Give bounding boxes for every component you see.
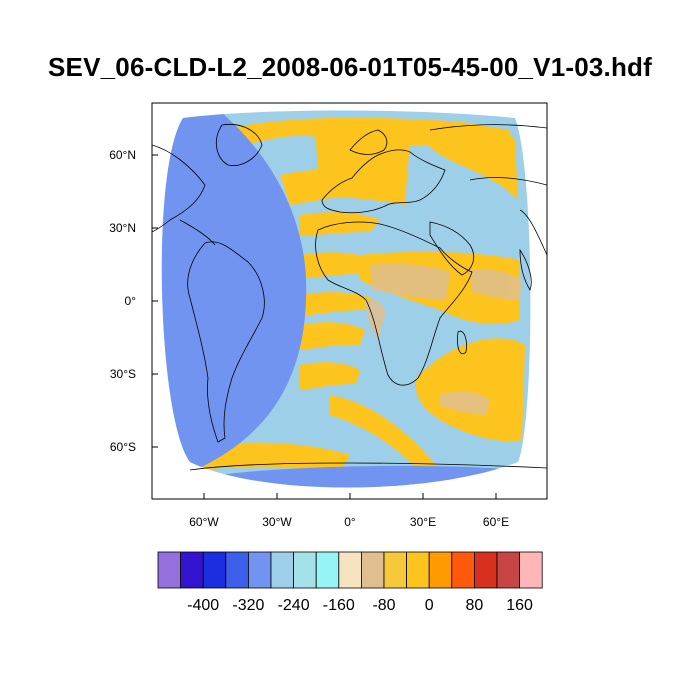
coastlines [152,123,547,471]
colorbar-label: -240 [277,597,310,614]
colorbar-box [519,551,543,589]
lat-tick-label: 30°N [109,221,136,235]
lon-tick-label: 0° [344,515,356,529]
lon-tick-label: 60°E [482,515,510,529]
axis-ticks [152,154,497,499]
colorbar-label: 160 [506,597,533,614]
map-title: SEV_06-CLD-L2_2008-06-01T05-45-00_V1-03.… [48,52,652,82]
colorbar-box [315,551,340,589]
western-region [161,110,307,470]
colorbar-box [202,551,227,589]
lat-tick-label: 60°S [109,440,136,454]
colorbar-box [293,551,317,589]
lat-tick-label: 30°S [109,367,136,381]
colorbar-label: -80 [372,597,396,614]
colorbar-label: -400 [187,597,220,614]
colorbar-box [473,551,498,589]
colorbar-box [451,551,475,589]
tan-patches [365,263,522,415]
lat-tick-label: 60°N [109,148,136,162]
colorbar-box [428,551,453,589]
colorbar-label: -320 [232,597,265,614]
lat-tick-label: 0° [124,294,136,308]
colorbar-box [157,551,182,589]
colorbar-label: 0 [424,597,434,614]
colorbar-box [225,551,249,589]
lon-tick-label: 30°E [409,515,437,529]
colorbar-box [360,551,385,589]
colorbar-box [406,551,430,589]
colorbar-label: 80 [465,597,484,614]
colorbar-box [247,551,272,589]
southern-cap [190,465,520,488]
colorbar-box [496,551,521,589]
colorbar-label: -160 [322,597,355,614]
lon-tick-label: 60°W [189,515,219,529]
lon-tick-label: 30°W [262,515,292,529]
colorbar-box [270,551,295,589]
colorbar-box [383,551,408,589]
colorbar-box [338,551,362,589]
colorbar-box [180,551,204,589]
